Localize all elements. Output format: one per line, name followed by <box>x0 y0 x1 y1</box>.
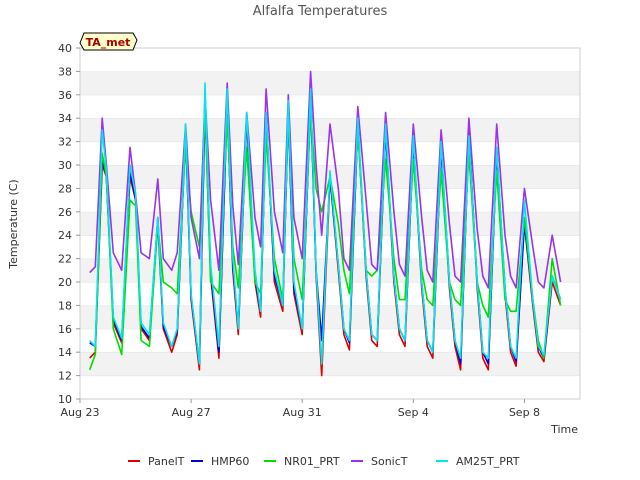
y-axis: 10 12 14 16 18 20 22 24 26 28 30 32 34 36 38 40 <box>58 42 80 406</box>
legend-label: NR01_PRT <box>284 455 340 468</box>
legend-label: AM25T_PRT <box>456 455 520 468</box>
legend: PanelT HMP60 NR01_PRT SonicT AM25T_PRT <box>128 455 520 468</box>
x-axis-label: Time <box>550 423 578 436</box>
y-tick-label: 36 <box>58 89 72 102</box>
x-tick-label: Aug 27 <box>172 406 211 419</box>
x-axis: Aug 23 Aug 27 Aug 31 Sep 4 Sep 8 <box>61 399 540 419</box>
grid-band <box>80 141 580 165</box>
grid-band <box>80 235 580 259</box>
series-line-sonict <box>89 70 562 289</box>
chart-title: Alfalfa Temperatures <box>253 4 388 19</box>
y-tick-label: 14 <box>58 346 72 359</box>
legend-label: PanelT <box>148 455 185 468</box>
legend-label: HMP60 <box>211 455 249 468</box>
y-tick-label: 18 <box>58 299 72 312</box>
y-tick-label: 24 <box>58 229 72 242</box>
y-tick-label: 22 <box>58 253 72 266</box>
grid-band <box>80 48 580 72</box>
series-line-nr01-prt <box>88 105 562 371</box>
grid-band <box>80 211 580 236</box>
grid-bands <box>80 47 580 399</box>
y-tick-label: 40 <box>58 42 72 55</box>
y-tick-label: 38 <box>58 65 72 78</box>
grid-band <box>80 305 580 329</box>
y-tick-label: 28 <box>58 182 72 195</box>
series-lines <box>88 70 562 377</box>
grid-band <box>80 188 580 212</box>
plot-frame <box>79 47 581 400</box>
x-tick-label: Sep 4 <box>398 406 429 419</box>
y-tick-label: 30 <box>58 159 72 172</box>
y-axis-label: Temperature (C) <box>7 179 20 269</box>
y-tick-label: 26 <box>58 206 72 219</box>
y-tick-label: 20 <box>58 276 72 289</box>
annotation-box: TA_met <box>79 32 138 51</box>
y-tick-label: 32 <box>58 136 72 149</box>
series-line-am25t-prt <box>89 82 562 365</box>
y-tick-label: 16 <box>58 323 72 336</box>
x-tick-label: Aug 31 <box>283 406 322 419</box>
annotation-label: TA_met <box>86 36 131 49</box>
y-tick-label: 12 <box>58 370 72 383</box>
grid-band <box>80 94 580 119</box>
legend-label: SonicT <box>371 455 408 468</box>
x-tick-label: Aug 23 <box>61 406 100 419</box>
grid-band <box>80 328 580 353</box>
y-tick-label: 10 <box>58 393 72 406</box>
y-tick-label: 34 <box>58 112 72 125</box>
grid-band <box>80 375 580 399</box>
grid-band <box>80 352 580 376</box>
grid-band <box>80 71 580 95</box>
x-tick-label: Sep 8 <box>509 406 540 419</box>
